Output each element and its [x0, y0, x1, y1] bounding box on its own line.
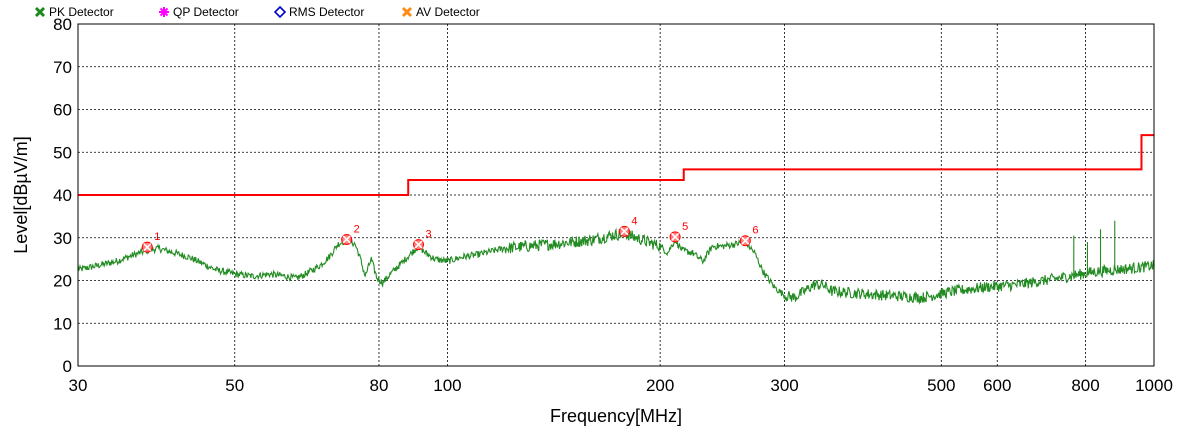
- y-tick-label: 70: [53, 58, 72, 77]
- peak-marker: 3: [413, 229, 432, 251]
- y-tick-label: 40: [53, 186, 72, 205]
- legend: PK Detector QP Detector RMS Detector AV Det…: [34, 5, 480, 19]
- y-tick-label: 80: [53, 15, 72, 34]
- y-axis-ticks: 0 10 20 30 40 50 60 70 80: [53, 15, 72, 376]
- legend-item: RMS Detector: [273, 5, 364, 19]
- x-icon: [401, 6, 413, 18]
- markers: 1 2 3 4 5 6: [141, 215, 758, 253]
- y-tick-label: 30: [53, 229, 72, 248]
- x-tick-label: 80: [370, 376, 389, 395]
- x-tick-label: 50: [225, 376, 244, 395]
- peak-marker-label: 6: [752, 225, 758, 237]
- limit-line: [78, 134, 1154, 196]
- x-tick-label: 1000: [1135, 376, 1173, 395]
- legend-label: RMS Detector: [289, 5, 364, 19]
- peak-marker: 4: [618, 215, 638, 237]
- legend-item: QP Detector: [159, 5, 239, 19]
- pk-trace-line: [77, 220, 1155, 305]
- grid: [78, 24, 1154, 366]
- peak-marker: 6: [739, 225, 758, 247]
- x-tick-label: 100: [433, 376, 461, 395]
- legend-item: AV Detector: [401, 5, 480, 19]
- y-axis-label: Level[dBµV/m]: [11, 136, 31, 253]
- peak-marker: 2: [341, 223, 360, 245]
- y-tick-label: 50: [53, 143, 72, 162]
- y-tick-label: 20: [53, 272, 72, 291]
- y-tick-label: 10: [53, 314, 72, 333]
- x-icon: [34, 6, 46, 18]
- peak-marker-label: 2: [354, 223, 360, 235]
- x-tick-label: 600: [983, 376, 1011, 395]
- peak-marker: 5: [669, 221, 688, 243]
- plot-frame: [77, 23, 1155, 367]
- series: [77, 134, 1155, 305]
- peak-marker-label: 5: [682, 221, 688, 233]
- x-tick-label: 500: [927, 376, 955, 395]
- x-axis-ticks: 30 50 80 100 200 300 500 600 800 1000: [69, 376, 1173, 395]
- legend-label: PK Detector: [49, 5, 114, 19]
- star-icon: [159, 7, 169, 17]
- peak-marker: 1: [141, 231, 160, 253]
- x-tick-label: 30: [69, 376, 88, 395]
- x-tick-label: 300: [770, 376, 798, 395]
- x-axis-label: Frequency[MHz]: [550, 406, 682, 426]
- y-tick-label: 60: [53, 101, 72, 120]
- peak-marker-label: 3: [426, 229, 432, 241]
- legend-label: QP Detector: [173, 5, 239, 19]
- diamond-icon: [273, 5, 287, 19]
- legend-label: AV Detector: [416, 5, 480, 19]
- x-tick-label: 800: [1071, 376, 1099, 395]
- y-tick-label: 0: [63, 357, 72, 376]
- peak-marker-label: 1: [154, 231, 160, 243]
- x-tick-label: 200: [646, 376, 674, 395]
- peak-marker-label: 4: [631, 215, 637, 227]
- legend-item: PK Detector: [34, 5, 114, 19]
